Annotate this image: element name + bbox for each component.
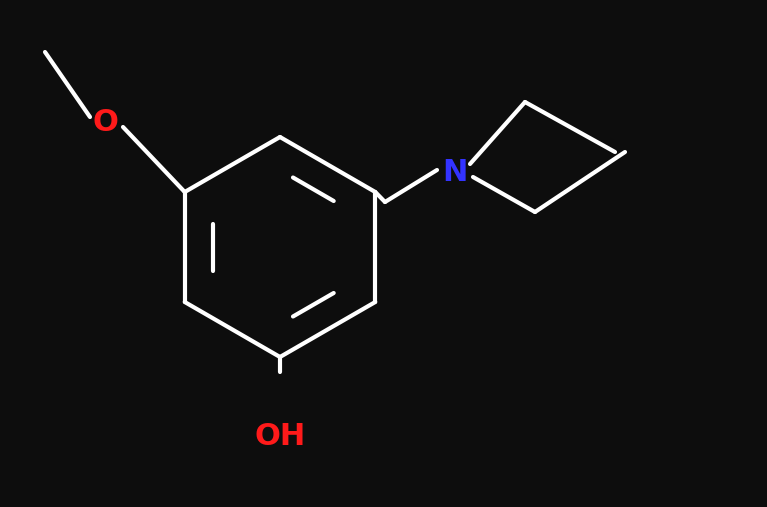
Text: O: O — [92, 107, 118, 136]
Text: OH: OH — [255, 422, 305, 451]
Text: N: N — [443, 158, 468, 187]
